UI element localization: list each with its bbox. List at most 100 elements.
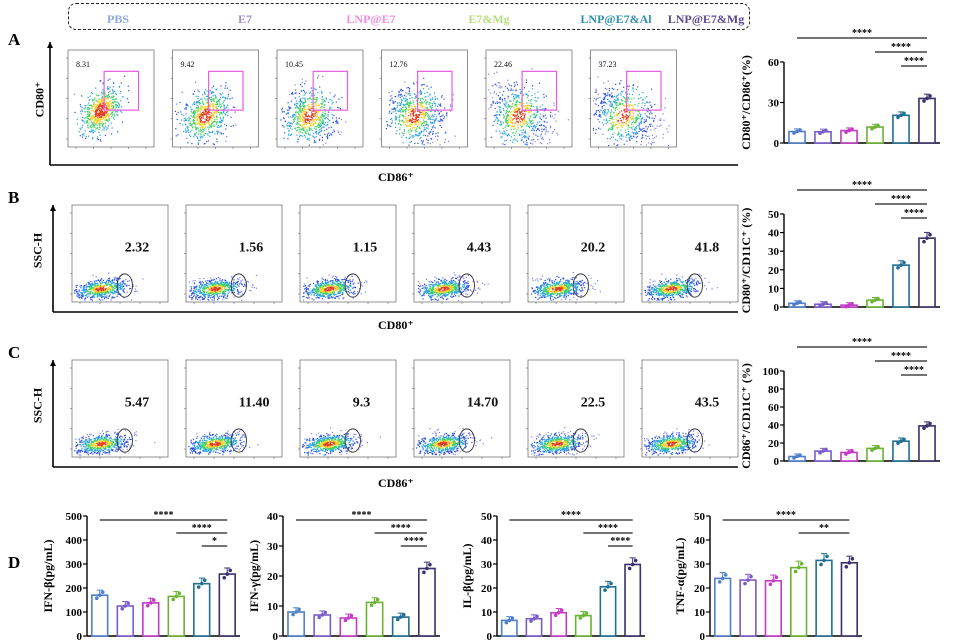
- flow-event-dot: [240, 294, 242, 296]
- flow-event-dot: [629, 104, 631, 106]
- flow-event-dot: [205, 293, 207, 295]
- flow-event-dot: [317, 119, 319, 121]
- flow-event-dot: [219, 126, 221, 128]
- flow-event-dot: [87, 126, 89, 128]
- flow-event-dot: [314, 105, 316, 107]
- flow-event-dot: [431, 104, 433, 107]
- flow-event-dot: [640, 143, 642, 146]
- flow-event-dot: [107, 108, 110, 110]
- flow-event-dot: [220, 107, 222, 109]
- flow-event-dot: [415, 117, 417, 119]
- flow-event-dot: [236, 284, 239, 286]
- flow-event-dot: [199, 110, 201, 112]
- flow-event-dot: [543, 129, 545, 131]
- flow-event-dot: [215, 96, 217, 98]
- flow-event-dot: [321, 90, 323, 92]
- flow-event-dot: [223, 283, 225, 285]
- flow-event-dot: [191, 293, 193, 295]
- flow-event-dot: [505, 139, 507, 141]
- flow-event-dot: [227, 97, 229, 99]
- flow-event-dot: [411, 110, 413, 112]
- gate-rectangle: [312, 70, 349, 111]
- flow-event-dot: [216, 118, 218, 120]
- flow-event-dot: [328, 127, 330, 129]
- flow-event-dot: [79, 135, 81, 137]
- flow-event-dot: [84, 110, 86, 112]
- flow-event-dot: [389, 99, 391, 102]
- flow-event-dot: [416, 81, 418, 83]
- flow-event-dot: [611, 95, 613, 97]
- flow-event-dot: [108, 107, 110, 110]
- flow-event-dot: [107, 97, 109, 99]
- flow-event-dot: [307, 118, 309, 120]
- flow-event-dot: [505, 110, 507, 112]
- flow-event-dot: [619, 135, 621, 138]
- flow-event-dot: [414, 110, 416, 112]
- flow-event-dot: [198, 100, 200, 102]
- flow-event-dot: [514, 127, 516, 130]
- flow-event-dot: [213, 283, 216, 285]
- flow-event-dot: [599, 128, 601, 130]
- flow-event-dot: [399, 129, 401, 131]
- flow-event-dot: [219, 295, 221, 297]
- flow-event-dot: [541, 143, 543, 145]
- flow-event-dot: [95, 118, 97, 120]
- flow-event-dot: [209, 117, 211, 120]
- flow-event-dot: [113, 297, 115, 299]
- flow-event-dot: [101, 110, 103, 112]
- flow-event-dot: [107, 87, 109, 90]
- flow-event-dot: [229, 89, 231, 91]
- flow-event-dot: [117, 114, 119, 116]
- flow-event-dot: [518, 101, 520, 103]
- flow-event-dot: [307, 99, 309, 101]
- flow-event-dot: [290, 123, 292, 125]
- flow-event-dot: [113, 105, 115, 107]
- flow-event-dot: [613, 101, 615, 103]
- flow-event-dot: [86, 290, 89, 292]
- flow-event-dot: [95, 290, 97, 293]
- flow-event-dot: [444, 132, 446, 134]
- flow-event-dot: [200, 108, 202, 110]
- flow-event-dot: [607, 94, 609, 96]
- flow-event-dot: [632, 87, 634, 89]
- flow-event-dot: [494, 83, 496, 85]
- flow-event-dot: [524, 132, 527, 134]
- flow-event-dot: [422, 105, 424, 107]
- flow-event-dot: [327, 115, 329, 117]
- flow-event-dot: [420, 122, 422, 124]
- flow-event-dot: [651, 142, 653, 144]
- flow-event-dot: [614, 95, 616, 97]
- flow-event-dot: [201, 108, 203, 110]
- flow-event-dot: [212, 130, 214, 133]
- flow-event-dot: [200, 137, 202, 139]
- flow-event-dot: [521, 110, 523, 112]
- flow-event-dot: [413, 93, 416, 95]
- flow-event-dot: [124, 75, 126, 77]
- flow-event-dot: [101, 97, 103, 99]
- flow-event-dot: [183, 131, 185, 133]
- flow-event-dot: [408, 93, 410, 95]
- flow-event-dot: [323, 107, 325, 109]
- flow-event-dot: [646, 131, 648, 133]
- flow-event-dot: [616, 121, 618, 123]
- flow-event-dot: [122, 96, 124, 98]
- flow-event-dot: [315, 107, 317, 109]
- flow-event-dot: [600, 101, 602, 103]
- flow-event-dot: [502, 114, 504, 116]
- flow-event-dot: [617, 134, 619, 136]
- flow-event-dot: [627, 100, 629, 102]
- flow-event-dot: [80, 292, 82, 294]
- flow-event-dot: [340, 131, 342, 133]
- flow-event-dot: [308, 126, 310, 128]
- flow-event-dot: [183, 114, 185, 117]
- flow-event-dot: [110, 286, 112, 288]
- flow-event-dot: [86, 289, 88, 291]
- flow-event-dot: [541, 130, 543, 133]
- flow-event-dot: [620, 138, 623, 140]
- flow-event-dot: [176, 113, 178, 115]
- flow-event-dot: [297, 129, 299, 131]
- flow-event-dot: [310, 116, 313, 118]
- flow-event-dot: [90, 286, 92, 288]
- flow-event-dot: [111, 291, 113, 293]
- flow-event-dot: [301, 101, 303, 103]
